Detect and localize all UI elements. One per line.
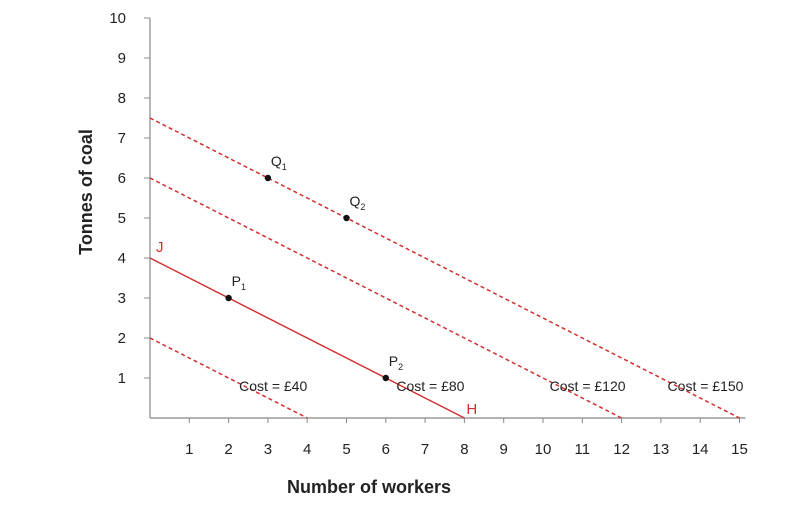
point-label-p1: P1 [232,273,246,292]
y-tick-label: 3 [118,290,126,307]
point-label-p2: P2 [389,353,403,372]
x-tick-label: 3 [264,441,272,458]
x-tick-label: 5 [342,441,350,458]
data-points: P1 P2 Q1 Q2 [225,153,403,382]
x-tick-label: 2 [224,441,232,458]
cost-line-4 [149,117,740,419]
y-tick-label: 4 [118,250,126,267]
point-p1 [225,294,232,302]
x-tick-label: 4 [303,441,311,458]
chart-labels: Cost = £40 Cost = £80 Cost = £120 Cost = £1… [156,239,744,418]
x-tick-label: 8 [460,441,468,458]
x-tick-label: 10 [535,441,552,458]
cost-line-1 [149,337,308,419]
x-tick-label: 12 [613,441,630,458]
x-tick-label: 7 [421,441,429,458]
y-tick-label: 9 [118,50,126,67]
endpoint-label-j: J [156,239,164,256]
x-axis-title: Number of workers [287,477,451,497]
x-tick-label: 6 [382,441,390,458]
point-label-q2: Q2 [350,193,366,212]
cost-lines [149,117,740,419]
y-tick-label: 6 [118,170,126,187]
cost-label-4: Cost = £150 [668,378,744,394]
x-tick-label: 1 [185,441,193,458]
cost-label-1: Cost = £40 [239,378,307,394]
point-q1 [264,174,272,182]
x-tick-label: 15 [731,441,748,458]
y-tick-label: 7 [118,130,126,147]
x-tick-label: 9 [500,441,508,458]
y-tick-label: 2 [118,330,126,347]
y-tick-label: 5 [118,210,126,227]
y-axis-title: Tonnes of coal [76,129,96,255]
y-tick-label: 8 [118,90,126,107]
cost-line-2 [149,257,465,419]
x-tick-label: 13 [653,441,670,458]
point-q2 [343,214,350,222]
x-tick-label: 11 [575,441,591,458]
cost-label-2: Cost = £80 [396,378,464,394]
x-tick-label: 14 [692,441,709,458]
cost-label-3: Cost = £120 [550,378,626,394]
point-label-q1: Q1 [271,153,287,172]
point-p2 [382,374,389,382]
y-tick-label: 1 [118,370,126,387]
y-tick-label: 10 [109,10,126,27]
endpoint-label-h: H [466,401,477,418]
